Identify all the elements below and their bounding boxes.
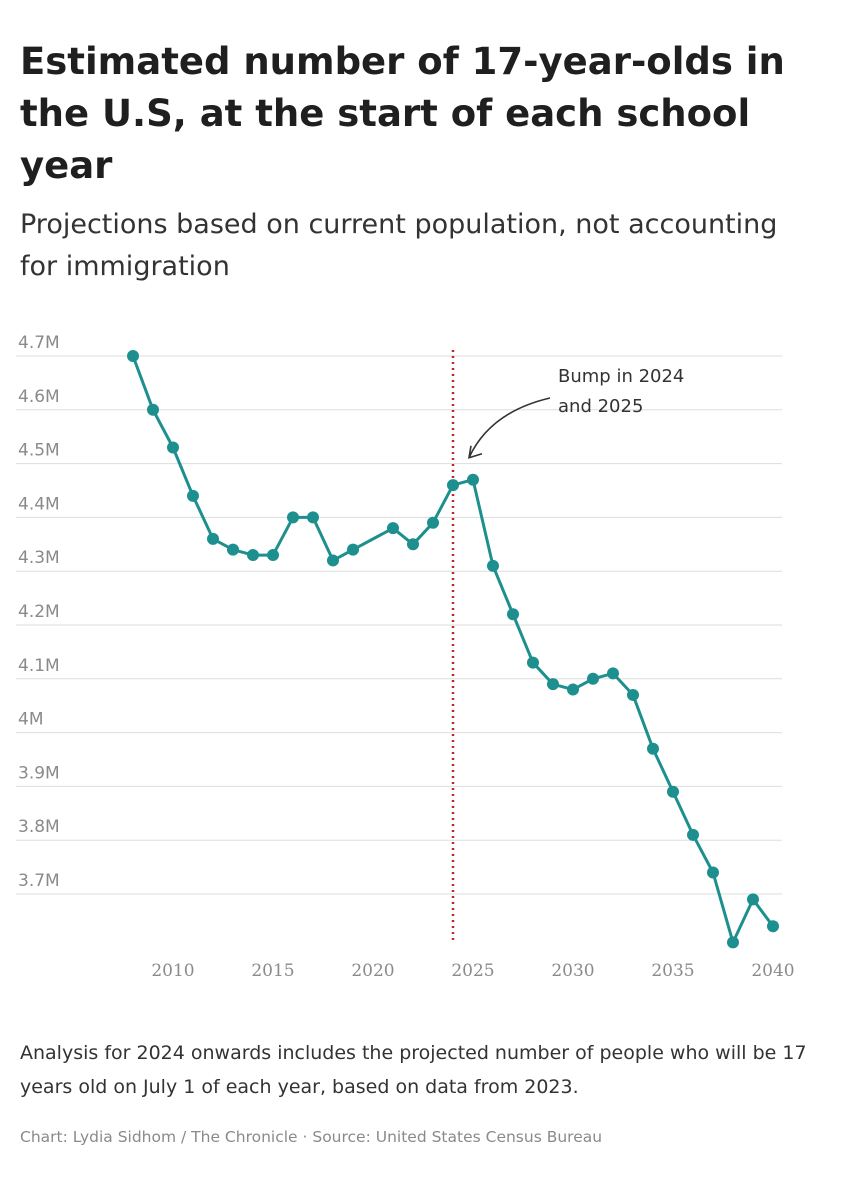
- y-tick-label: 4.7M: [18, 333, 60, 353]
- data-point: [127, 350, 139, 362]
- data-point: [647, 742, 659, 755]
- x-tick-label: 2030: [551, 961, 594, 981]
- annotation-arrowhead: [467, 445, 483, 459]
- line-chart: 4.7M 4.6M 4.5M 4.4M 4.3M 4.2M 4.1M 4M 3.9M 3.8M 3.…: [16, 333, 795, 981]
- data-point: [207, 532, 219, 545]
- data-point: [267, 549, 279, 562]
- data-point: [427, 516, 439, 529]
- data-point: [707, 866, 719, 879]
- data-point: [727, 936, 739, 949]
- data-point: [627, 688, 639, 701]
- data-point: [587, 672, 599, 685]
- data-point: [247, 549, 259, 562]
- y-tick-label: 4.2M: [18, 602, 60, 622]
- chart-note: Analysis for 2024 onwards includes the p…: [20, 1042, 807, 1098]
- data-point: [287, 511, 299, 524]
- y-tick-label: 4.5M: [18, 441, 60, 461]
- data-point: [407, 538, 419, 551]
- y-tick-label: 3.9M: [18, 763, 60, 783]
- chart-title: Estimated number of 17-year-olds in the …: [20, 40, 785, 187]
- data-point: [767, 920, 779, 933]
- data-point: [147, 403, 159, 416]
- x-tick-label: 2040: [751, 961, 794, 981]
- y-tick-label: 4M: [18, 710, 43, 730]
- data-point: [187, 489, 199, 502]
- chart-credit: Chart: Lydia Sidhom / The Chronicle · So…: [20, 1128, 603, 1146]
- x-tick-label: 2010: [151, 961, 194, 981]
- annotation-bump: Bump in 2024 and 2025: [467, 366, 684, 459]
- data-point: [567, 683, 579, 696]
- data-point: [327, 554, 339, 567]
- data-point: [387, 522, 399, 535]
- annotation-text: Bump in 2024 and 2025: [558, 366, 684, 417]
- data-point: [447, 479, 459, 492]
- x-tick-label: 2015: [251, 961, 294, 981]
- data-point: [307, 511, 319, 524]
- y-tick-label: 4.4M: [18, 494, 60, 514]
- data-point: [607, 667, 619, 680]
- annotation-arrow: [468, 397, 551, 459]
- data-point: [547, 678, 559, 691]
- data-point: [687, 828, 699, 841]
- x-tick-label: 2025: [451, 961, 494, 981]
- y-tick-label: 4.1M: [18, 656, 60, 676]
- data-point: [167, 441, 179, 454]
- annotation-line: Bump in 2024: [558, 366, 684, 387]
- data-point: [527, 656, 539, 669]
- y-tick-label: 4.3M: [18, 548, 60, 568]
- x-tick-label: 2035: [651, 961, 694, 981]
- data-point: [467, 473, 479, 486]
- data-point: [227, 543, 239, 556]
- data-point: [487, 559, 499, 572]
- y-tick-label: 3.7M: [18, 871, 60, 891]
- y-tick-label: 4.6M: [18, 387, 60, 407]
- data-point: [347, 543, 359, 556]
- data-point: [507, 608, 519, 621]
- data-point: [747, 893, 759, 906]
- data-point: [667, 785, 679, 798]
- y-tick-label: 3.8M: [18, 817, 60, 837]
- annotation-line: and 2025: [558, 396, 643, 417]
- x-tick-label: 2020: [351, 961, 394, 981]
- chart-subtitle: Projections based on current population,…: [20, 209, 778, 282]
